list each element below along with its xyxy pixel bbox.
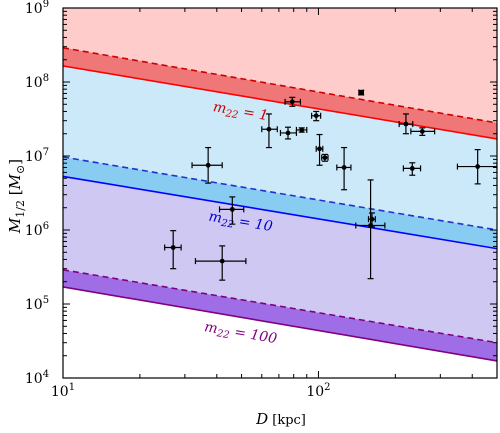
data-point-12 [336, 146, 352, 191]
region-2 [63, 65, 497, 230]
data-point-8 [295, 126, 308, 133]
data-point-16 [398, 113, 414, 135]
data-point-11 [321, 153, 329, 162]
region-1 [63, 8, 497, 123]
x-tick-label-2: 102 [306, 382, 330, 400]
y-tick-label-6: 109 [25, 0, 49, 17]
band-label-2: m22 = 10 [207, 209, 274, 237]
data-point-1 [164, 230, 182, 270]
y-axis-title: M1/2 [M⊙] [6, 159, 27, 234]
data-point-9 [310, 110, 322, 122]
data-point-19 [456, 149, 497, 185]
plot-area: m22 = 1 m22 = 10 m22 = 100 [62, 7, 498, 379]
data-point-7 [284, 96, 302, 107]
data-point-15 [367, 212, 376, 228]
y-axis: 104 105 106 107 108 109 [25, 0, 497, 387]
band-fill-1 [63, 47, 497, 139]
data-point-17 [402, 162, 422, 176]
band-dashed-line-1 [63, 46, 497, 124]
data-point-10 [315, 133, 324, 166]
band-label-3: m22 = 100 [203, 319, 278, 349]
data-point-18 [410, 127, 436, 136]
region-3 [63, 176, 497, 343]
y-tick-label-4: 107 [25, 147, 49, 165]
data-point-5 [261, 113, 278, 149]
band-dashed-line-3 [63, 268, 497, 344]
data-point-2 [191, 146, 223, 184]
y-tick-label-1: 104 [25, 369, 49, 387]
data-point-3 [194, 245, 247, 281]
plot-frame [62, 7, 498, 379]
band-label-1: m22 = 1 [212, 99, 270, 126]
y-tick-label-3: 106 [25, 221, 49, 239]
y-tick-label-5: 108 [25, 73, 49, 91]
data-point-4 [218, 196, 245, 225]
band-solid-line-1 [63, 65, 497, 140]
y-tick-label-2: 105 [25, 295, 49, 313]
data-point-13 [358, 89, 365, 96]
band-solid-line-2 [63, 175, 497, 250]
band-solid-line-3 [63, 286, 497, 362]
band-fill-2 [63, 156, 497, 249]
band-dashed-line-2 [63, 156, 497, 231]
x-axis: 101 102 [51, 8, 498, 400]
x-axis-title: D [kpc] [255, 410, 306, 428]
band-fill-3 [63, 269, 497, 361]
x-tick-label-1: 101 [51, 382, 75, 400]
